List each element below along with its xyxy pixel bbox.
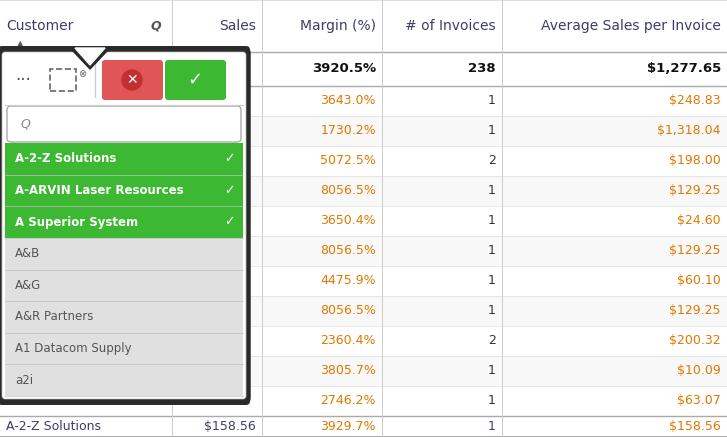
Bar bbox=[0, 386, 727, 416]
Text: ✕: ✕ bbox=[126, 73, 138, 87]
Text: $129.25: $129.25 bbox=[670, 244, 721, 257]
Text: $63.07: $63.07 bbox=[678, 395, 721, 407]
Text: A-2-Z Solutions: A-2-Z Solutions bbox=[15, 153, 116, 165]
Text: 2360.4%: 2360.4% bbox=[321, 334, 376, 347]
Text: ···: ··· bbox=[15, 71, 31, 89]
Text: $129.25: $129.25 bbox=[670, 305, 721, 318]
Text: $200.32: $200.32 bbox=[670, 334, 721, 347]
Text: A1 Datacom Supply: A1 Datacom Supply bbox=[15, 342, 132, 355]
Bar bbox=[0, 206, 727, 236]
Text: Sales: Sales bbox=[219, 19, 256, 33]
Bar bbox=[0, 116, 727, 146]
Text: ✓: ✓ bbox=[225, 184, 235, 197]
Text: 2: 2 bbox=[488, 155, 496, 167]
Text: ✕: ✕ bbox=[124, 71, 140, 89]
FancyBboxPatch shape bbox=[165, 60, 226, 100]
Bar bbox=[5, 364, 243, 396]
Text: 3920.5%: 3920.5% bbox=[312, 62, 376, 76]
Text: $60.10: $60.10 bbox=[678, 274, 721, 288]
Text: 1: 1 bbox=[488, 420, 496, 433]
Text: A&R Partners: A&R Partners bbox=[15, 310, 93, 323]
Text: 8056.5%: 8056.5% bbox=[320, 305, 376, 318]
Text: 1: 1 bbox=[488, 215, 496, 228]
Text: 1: 1 bbox=[488, 274, 496, 288]
Text: ✓: ✓ bbox=[225, 215, 235, 229]
Text: 1: 1 bbox=[488, 94, 496, 108]
Text: 1: 1 bbox=[488, 395, 496, 407]
Text: 5072.5%: 5072.5% bbox=[320, 155, 376, 167]
Bar bbox=[5, 55, 243, 105]
Polygon shape bbox=[72, 50, 108, 69]
Text: Customer: Customer bbox=[6, 19, 73, 33]
Bar bbox=[0, 146, 727, 176]
FancyBboxPatch shape bbox=[2, 52, 246, 399]
Bar bbox=[5, 270, 243, 301]
Polygon shape bbox=[75, 48, 105, 65]
Text: $198.00: $198.00 bbox=[670, 155, 721, 167]
Bar bbox=[5, 143, 243, 175]
Text: 4475.9%: 4475.9% bbox=[321, 274, 376, 288]
Text: A-2-Z Solutions: A-2-Z Solutions bbox=[6, 420, 101, 433]
Bar bbox=[5, 206, 243, 238]
Text: 2746.2%: 2746.2% bbox=[321, 395, 376, 407]
Bar bbox=[5, 333, 243, 364]
Text: A&B: A&B bbox=[15, 247, 40, 260]
Text: 1: 1 bbox=[488, 364, 496, 378]
Text: 3929.7%: 3929.7% bbox=[321, 420, 376, 433]
Text: $1,277.65: $1,277.65 bbox=[647, 62, 721, 76]
Text: Average Sales per Invoice: Average Sales per Invoice bbox=[541, 19, 721, 33]
Bar bbox=[0, 86, 727, 116]
Circle shape bbox=[122, 70, 142, 90]
Text: A&G: A&G bbox=[15, 279, 41, 292]
Bar bbox=[5, 238, 243, 270]
Text: A-ARVIN Laser Resources: A-ARVIN Laser Resources bbox=[15, 184, 184, 197]
Text: ✓: ✓ bbox=[225, 153, 235, 165]
Text: $158.56: $158.56 bbox=[204, 420, 256, 433]
FancyBboxPatch shape bbox=[0, 46, 250, 405]
Text: $248.83: $248.83 bbox=[670, 94, 721, 108]
Bar bbox=[5, 175, 243, 206]
Text: 8056.5%: 8056.5% bbox=[320, 184, 376, 198]
Text: 3643.0%: 3643.0% bbox=[321, 94, 376, 108]
Bar bbox=[0, 236, 727, 266]
Text: ▲: ▲ bbox=[17, 39, 23, 49]
Text: Q: Q bbox=[150, 20, 161, 32]
Text: 238: 238 bbox=[468, 62, 496, 76]
Text: A Superior System: A Superior System bbox=[15, 215, 138, 229]
Bar bbox=[0, 52, 727, 86]
Bar bbox=[0, 176, 727, 206]
Text: Q: Q bbox=[20, 118, 30, 131]
Text: $1,318.04: $1,318.04 bbox=[657, 125, 721, 138]
Text: ✓: ✓ bbox=[188, 71, 203, 89]
Text: 2: 2 bbox=[488, 334, 496, 347]
Bar bbox=[0, 356, 727, 386]
Text: a2i: a2i bbox=[15, 374, 33, 387]
Text: # of Invoices: # of Invoices bbox=[406, 19, 496, 33]
Bar bbox=[0, 0, 727, 52]
Text: ⊗: ⊗ bbox=[78, 69, 86, 79]
FancyBboxPatch shape bbox=[102, 60, 163, 100]
Text: 8056.5%: 8056.5% bbox=[320, 244, 376, 257]
Text: $158.56: $158.56 bbox=[670, 420, 721, 433]
Bar bbox=[0, 326, 727, 356]
Text: 3650.4%: 3650.4% bbox=[321, 215, 376, 228]
Text: $24.60: $24.60 bbox=[678, 215, 721, 228]
Text: 1730.2%: 1730.2% bbox=[321, 125, 376, 138]
Text: 1: 1 bbox=[488, 125, 496, 138]
Text: $10.09: $10.09 bbox=[678, 364, 721, 378]
Bar bbox=[0, 266, 727, 296]
Text: Margin (%): Margin (%) bbox=[300, 19, 376, 33]
Text: 1: 1 bbox=[488, 244, 496, 257]
Bar bbox=[0, 296, 727, 326]
FancyBboxPatch shape bbox=[7, 106, 241, 142]
Text: 1: 1 bbox=[488, 305, 496, 318]
Bar bbox=[0, 416, 727, 437]
Bar bbox=[5, 301, 243, 333]
Text: 1: 1 bbox=[488, 184, 496, 198]
Text: $129.25: $129.25 bbox=[670, 184, 721, 198]
Text: 3805.7%: 3805.7% bbox=[320, 364, 376, 378]
